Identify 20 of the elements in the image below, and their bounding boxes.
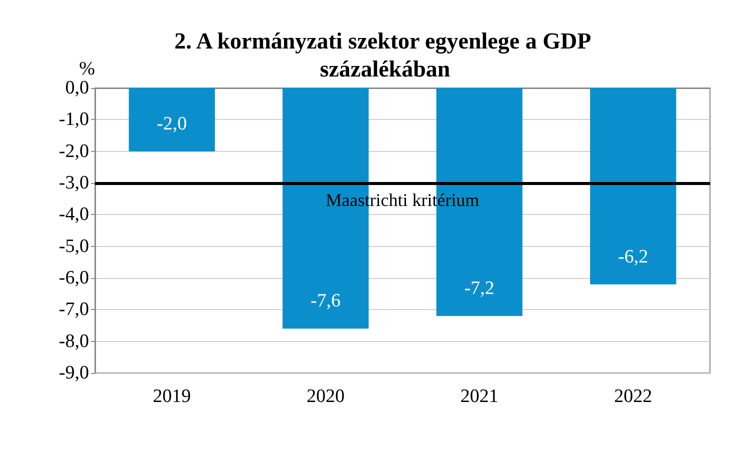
y-tick-label: -8,0 bbox=[58, 330, 89, 352]
y-axis-title: % bbox=[79, 58, 96, 80]
chart-title: 2. A kormányzati szektor egyenlege a GDP százalékában bbox=[174, 28, 596, 82]
data-label: -7,2 bbox=[464, 278, 494, 299]
y-tick-label: -7,0 bbox=[58, 299, 89, 320]
y-tick-label: -1,0 bbox=[58, 109, 89, 130]
data-label: -7,6 bbox=[310, 290, 341, 312]
x-tick-label: 2022 bbox=[614, 386, 652, 407]
x-tick-label: 2019 bbox=[152, 386, 191, 407]
y-tick-label: -6,0 bbox=[58, 268, 89, 288]
y-tick-label: -4,0 bbox=[58, 204, 89, 226]
x-tick-label: 2021 bbox=[460, 386, 498, 407]
y-tick-label: -3,0 bbox=[58, 172, 89, 194]
y-tick-label: -9,0 bbox=[58, 362, 89, 384]
y-tick-label: 0,0 bbox=[65, 78, 89, 98]
data-label: -2,0 bbox=[156, 113, 187, 134]
y-tick-label: -5,0 bbox=[58, 236, 89, 257]
data-label: -6,2 bbox=[618, 246, 648, 268]
y-tick-label: -2,0 bbox=[58, 140, 89, 162]
x-tick-label: 2020 bbox=[306, 386, 345, 407]
